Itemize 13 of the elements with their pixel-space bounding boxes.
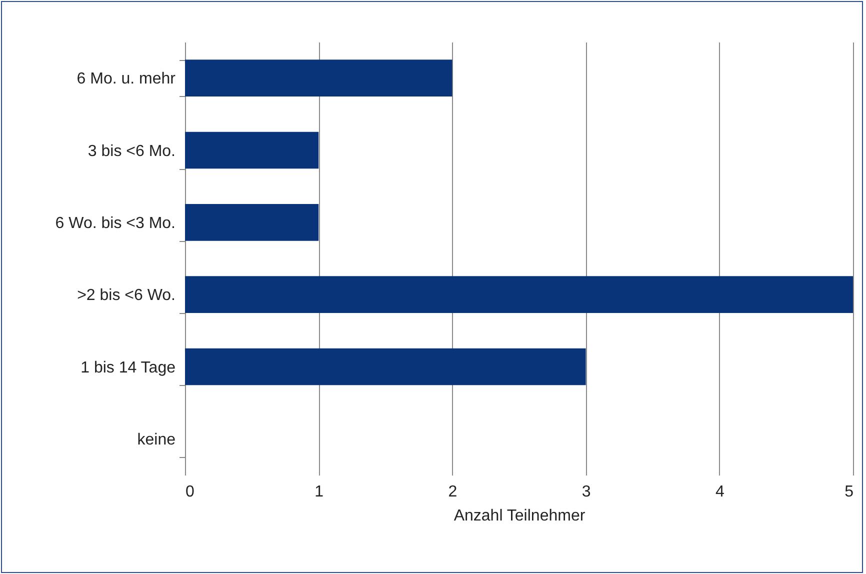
x-tick-label: 0 xyxy=(186,484,194,500)
x-tick-label: 5 xyxy=(844,484,854,500)
y-tick-label: 6 Mo. u. mehr xyxy=(76,70,176,88)
x-tick-label: 3 xyxy=(582,484,591,500)
x-axis-title: Anzahl Teilnehmer xyxy=(454,508,586,524)
y-tick-label: 3 bis <6 Mo. xyxy=(88,142,176,160)
y-tick-label: 1 bis 14 Tage xyxy=(80,359,176,376)
x-tick-label: 1 xyxy=(314,484,324,500)
x-tick-label: 2 xyxy=(448,484,458,500)
y-tick-label: >2 bis <6 Wo. xyxy=(77,287,176,304)
x-tick-label: 4 xyxy=(715,484,724,500)
y-tick-label: 6 Wo. bis <3 Mo. xyxy=(55,214,176,232)
y-tick-label: keine xyxy=(137,431,176,448)
